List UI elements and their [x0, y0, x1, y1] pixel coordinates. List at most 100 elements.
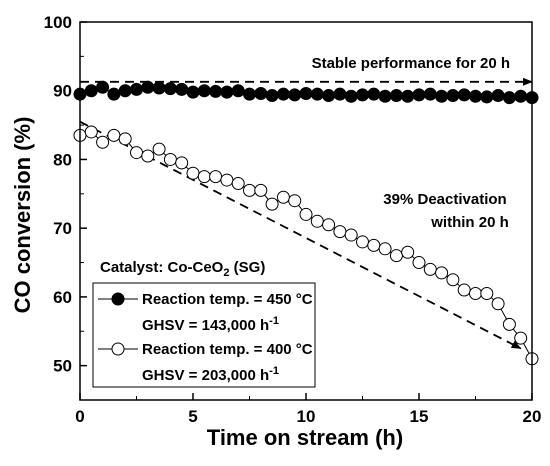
y-tick-label: 70 — [53, 219, 72, 238]
data-point — [310, 87, 324, 101]
data-point — [356, 235, 369, 249]
data-point — [514, 331, 528, 345]
data-point — [163, 82, 177, 96]
legend-label-400: Reaction temp. = 400 °C — [142, 341, 313, 358]
x-tick-label: 10 — [297, 407, 316, 426]
data-point — [367, 87, 381, 101]
data-point — [389, 89, 403, 103]
data-point — [333, 225, 347, 239]
data-point — [480, 286, 494, 300]
data-point — [141, 149, 155, 163]
data-point — [446, 89, 460, 103]
data-point — [209, 170, 223, 184]
data-point — [231, 177, 245, 191]
data-point — [378, 242, 392, 256]
y-tick-label: 60 — [53, 288, 72, 307]
data-point — [457, 88, 471, 102]
data-point — [152, 81, 166, 95]
data-point — [243, 183, 256, 197]
data-point — [446, 273, 460, 287]
data-point — [209, 84, 223, 98]
legend-label-450: Reaction temp. = 450 °C — [142, 291, 313, 308]
data-point — [276, 87, 290, 101]
data-point — [220, 173, 234, 187]
y-tick-label: 80 — [53, 150, 72, 169]
data-point — [84, 84, 98, 98]
data-point — [401, 245, 415, 259]
data-point — [457, 283, 471, 297]
data-point — [254, 183, 268, 197]
data-point — [310, 214, 324, 228]
annotation-deactivation: 39% Deactivation — [383, 191, 506, 208]
data-point — [276, 190, 290, 204]
legend-marker-400 — [111, 342, 125, 356]
data-point — [163, 152, 177, 166]
data-point — [107, 128, 121, 142]
legend-ghsv-450: GHSV = 143,000 h-1 — [142, 315, 279, 334]
y-axis-title: CO conversion (%) — [10, 117, 35, 314]
x-tick-label: 5 — [188, 407, 197, 426]
data-point — [412, 88, 426, 102]
data-point — [197, 170, 211, 184]
axes: 0 5 10 15 20 50 60 70 80 90 100 — [44, 13, 542, 426]
data-point — [299, 207, 313, 221]
data-point — [322, 218, 336, 232]
data-point — [175, 82, 189, 96]
data-point — [480, 90, 494, 104]
data-point — [107, 87, 121, 101]
data-point — [389, 249, 403, 263]
data-point — [265, 197, 279, 211]
y-tick-label: 50 — [53, 357, 72, 376]
legend-title: Catalyst: Co-CeO2 (SG) — [100, 259, 265, 279]
data-point — [118, 84, 132, 98]
data-point — [186, 166, 200, 180]
y-tick-label: 100 — [44, 13, 72, 32]
data-point — [299, 86, 313, 100]
data-point — [378, 89, 392, 103]
data-point — [435, 266, 449, 280]
data-point — [412, 256, 426, 270]
data-point — [491, 89, 505, 103]
data-point — [118, 132, 132, 146]
data-point — [84, 125, 98, 139]
legend-marker-450 — [111, 292, 125, 306]
data-point — [356, 88, 369, 102]
data-point — [130, 82, 143, 96]
trend-arrow-deactivation — [79, 120, 522, 350]
data-point — [231, 84, 245, 98]
data-point — [96, 80, 110, 94]
data-point — [197, 84, 211, 98]
data-point — [491, 297, 505, 311]
data-point — [367, 238, 381, 252]
data-point — [423, 87, 437, 101]
data-point — [288, 194, 302, 208]
data-point — [344, 89, 358, 103]
annotation-stable: Stable performance for 20 h — [312, 55, 510, 72]
data-point — [423, 262, 437, 276]
data-point — [401, 89, 415, 103]
legend-ghsv-400: GHSV = 203,000 h-1 — [142, 365, 279, 384]
data-point — [220, 85, 234, 99]
data-point — [469, 286, 482, 300]
x-axis-title: Time on stream (h) — [207, 425, 403, 450]
data-point — [152, 142, 166, 156]
data-point — [502, 91, 516, 105]
data-point — [435, 89, 449, 103]
y-tick-label: 90 — [53, 82, 72, 101]
legend-box — [92, 282, 316, 388]
data-point — [502, 317, 516, 331]
data-point — [469, 89, 482, 103]
annotation-within: within 20 h — [430, 214, 509, 231]
x-tick-label: 15 — [410, 407, 429, 426]
data-point — [175, 156, 189, 170]
data-point — [288, 88, 302, 102]
data-point — [514, 89, 528, 103]
data-point — [141, 80, 155, 94]
data-point — [254, 86, 268, 100]
data-point — [265, 89, 279, 103]
x-tick-label: 20 — [523, 407, 542, 426]
data-point — [344, 228, 358, 242]
legend: Reaction temp. = 450 °C GHSV = 143,000 h… — [92, 282, 316, 388]
data-point — [243, 87, 256, 101]
